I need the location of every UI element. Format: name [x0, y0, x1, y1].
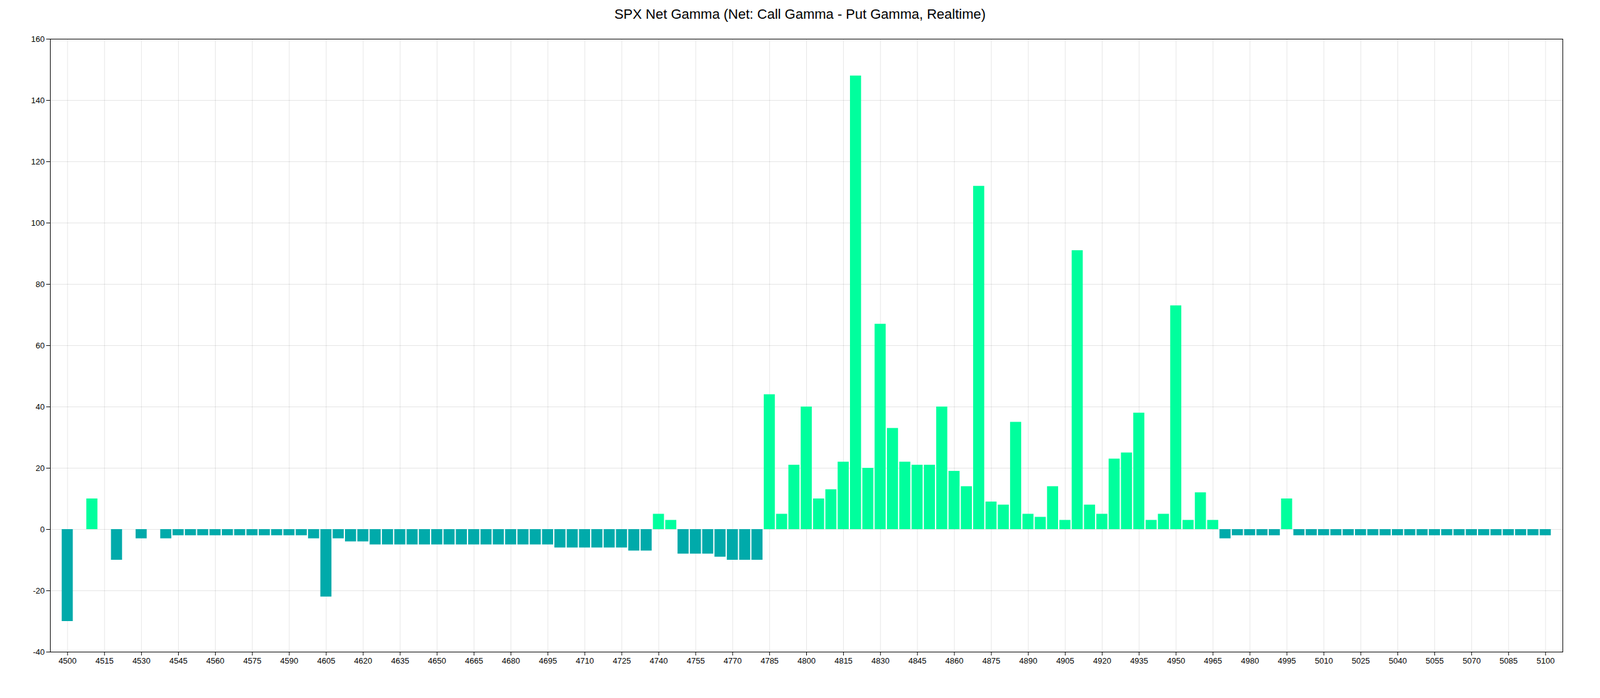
svg-text:4545: 4545 [169, 655, 188, 665]
svg-text:4530: 4530 [132, 655, 151, 665]
svg-text:4665: 4665 [465, 655, 484, 665]
svg-text:5010: 5010 [1315, 655, 1334, 665]
svg-text:4965: 4965 [1203, 655, 1222, 665]
svg-text:5055: 5055 [1425, 655, 1444, 665]
svg-text:4905: 4905 [1056, 655, 1075, 665]
svg-text:4740: 4740 [650, 655, 669, 665]
svg-text:4800: 4800 [797, 655, 816, 665]
svg-text:4935: 4935 [1130, 655, 1149, 665]
svg-text:4515: 4515 [95, 655, 114, 665]
svg-text:4845: 4845 [908, 655, 927, 665]
svg-text:160: 160 [31, 34, 45, 44]
svg-text:4815: 4815 [834, 655, 853, 665]
svg-text:4695: 4695 [538, 655, 557, 665]
svg-text:20: 20 [35, 463, 45, 473]
svg-text:4605: 4605 [316, 655, 335, 665]
svg-text:4980: 4980 [1240, 655, 1259, 665]
svg-text:4785: 4785 [760, 655, 779, 665]
svg-text:5085: 5085 [1499, 655, 1518, 665]
svg-text:4590: 4590 [280, 655, 299, 665]
svg-text:0: 0 [40, 524, 45, 534]
svg-text:4755: 4755 [686, 655, 705, 665]
svg-text:4680: 4680 [501, 655, 520, 665]
svg-text:4770: 4770 [723, 655, 742, 665]
svg-text:4890: 4890 [1019, 655, 1038, 665]
svg-text:4920: 4920 [1093, 655, 1112, 665]
svg-text:60: 60 [35, 340, 45, 350]
svg-text:4995: 4995 [1278, 655, 1297, 665]
svg-text:80: 80 [35, 279, 45, 289]
svg-text:-40: -40 [33, 646, 45, 657]
svg-text:120: 120 [31, 156, 45, 167]
svg-text:4725: 4725 [612, 655, 631, 665]
svg-text:4950: 4950 [1166, 655, 1185, 665]
svg-text:40: 40 [35, 401, 45, 412]
svg-text:5025: 5025 [1351, 655, 1370, 665]
svg-text:4500: 4500 [58, 655, 77, 665]
svg-text:5040: 5040 [1388, 655, 1407, 665]
svg-text:4620: 4620 [354, 655, 373, 665]
svg-text:4830: 4830 [871, 655, 890, 665]
svg-text:4575: 4575 [243, 655, 262, 665]
svg-text:100: 100 [31, 218, 45, 228]
svg-text:5070: 5070 [1462, 655, 1481, 665]
svg-text:140: 140 [31, 95, 45, 105]
svg-text:4875: 4875 [982, 655, 1001, 665]
svg-text:5100: 5100 [1536, 655, 1555, 665]
svg-text:4650: 4650 [428, 655, 447, 665]
svg-text:-20: -20 [33, 585, 45, 595]
svg-text:4860: 4860 [945, 655, 964, 665]
svg-text:4560: 4560 [206, 655, 225, 665]
svg-text:4635: 4635 [391, 655, 410, 665]
svg-text:4710: 4710 [575, 655, 594, 665]
html-text:SPX Net Gamma (Net: Call Gamma: SPX Net Gamma (Net: Call Gamma - Put Gam… [614, 6, 986, 22]
